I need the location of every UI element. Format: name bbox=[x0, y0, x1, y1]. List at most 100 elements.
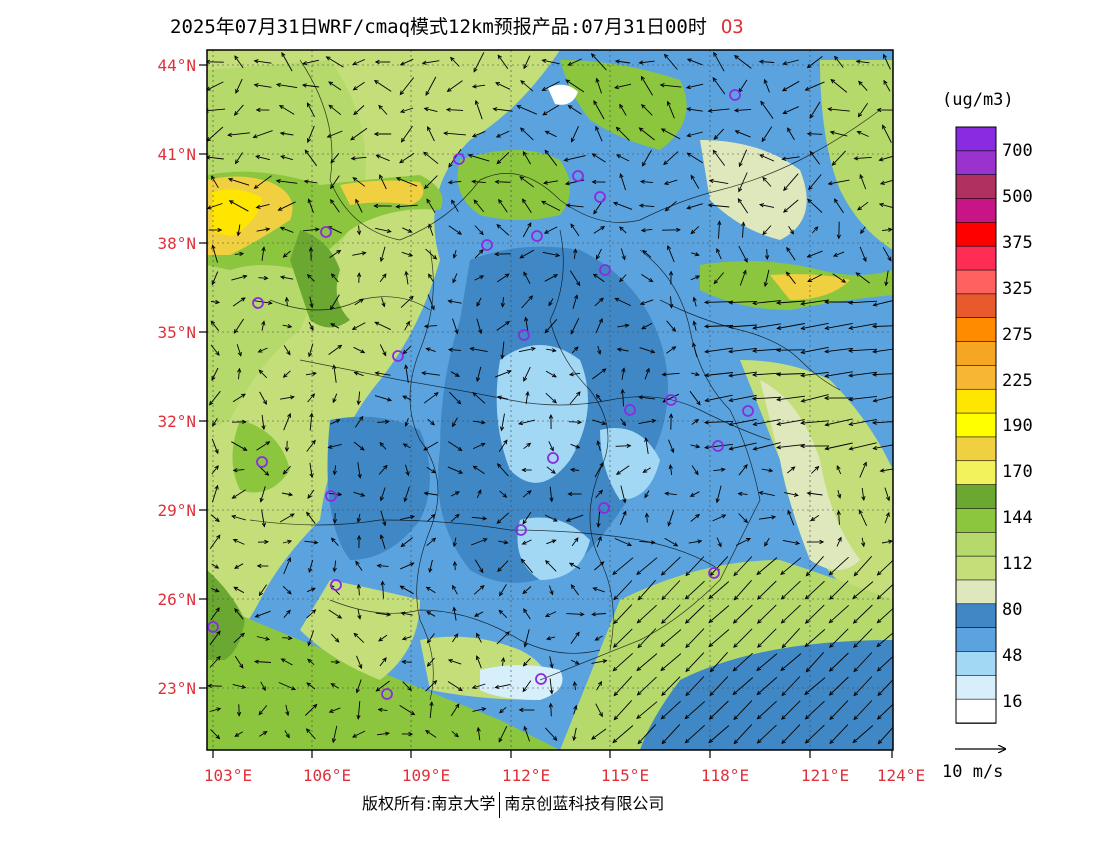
wind-arrow bbox=[545, 392, 557, 404]
wind-arrow bbox=[857, 201, 869, 211]
wind-arrow-head bbox=[395, 204, 401, 209]
wind-arrow-head bbox=[403, 497, 408, 503]
wind-arrow-head bbox=[598, 712, 603, 718]
wind-arrow-head bbox=[476, 726, 481, 732]
wind-arrow bbox=[498, 199, 508, 213]
wind-arrow bbox=[477, 727, 481, 741]
wind-arrow bbox=[614, 83, 632, 89]
wind-arrow-head bbox=[741, 221, 746, 227]
wind-arrow-head bbox=[302, 60, 308, 66]
wind-arrow-head bbox=[400, 137, 406, 143]
wind-arrow bbox=[427, 126, 435, 142]
wind-arrow bbox=[544, 514, 558, 522]
wind-arrow-head bbox=[356, 583, 361, 589]
wind-arrow-head bbox=[638, 127, 644, 132]
wind-arrow-head bbox=[827, 181, 833, 186]
wind-arrow-head bbox=[544, 328, 550, 334]
wind-arrow bbox=[882, 228, 892, 232]
wind-arrow-head bbox=[707, 108, 713, 113]
wind-arrow-head bbox=[253, 83, 259, 88]
wind-arrow bbox=[428, 273, 434, 283]
wind-arrow bbox=[309, 462, 313, 478]
wind-arrow bbox=[522, 222, 532, 238]
wind-arrow bbox=[646, 513, 648, 523]
wind-arrow bbox=[498, 726, 508, 742]
wind-arrow bbox=[752, 396, 782, 400]
wind-arrow bbox=[502, 297, 504, 307]
wind-arrow-head bbox=[258, 369, 264, 375]
wind-arrow-head bbox=[787, 127, 792, 133]
wind-arrow bbox=[378, 634, 388, 642]
wind-arrow bbox=[307, 658, 315, 666]
wind-arrow-head bbox=[743, 463, 748, 469]
wind-arrow-head bbox=[857, 112, 863, 118]
wind-arrow bbox=[807, 199, 823, 213]
wind-arrow bbox=[713, 128, 725, 140]
wind-arrow-head bbox=[548, 301, 553, 307]
wind-arrow-head bbox=[523, 64, 528, 70]
wind-arrow bbox=[571, 346, 579, 354]
wind-arrow-head bbox=[857, 206, 862, 211]
wind-arrow bbox=[737, 198, 749, 214]
wind-arrow bbox=[570, 223, 580, 237]
wind-arrow-head bbox=[695, 444, 701, 449]
wind-arrow-head bbox=[330, 273, 336, 278]
wind-arrow bbox=[468, 154, 490, 162]
wind-arrow-head bbox=[879, 468, 885, 473]
wind-arrow-head bbox=[257, 348, 263, 353]
wind-arrow bbox=[330, 175, 340, 189]
wind-arrow bbox=[639, 540, 655, 544]
wind-arrow-head bbox=[240, 297, 246, 302]
wind-arrow bbox=[233, 632, 245, 644]
wind-arrow-head bbox=[787, 509, 792, 515]
wind-arrow bbox=[550, 703, 552, 717]
wind-arrow-head bbox=[601, 420, 607, 426]
wind-arrow bbox=[738, 79, 748, 93]
wind-arrow-head bbox=[252, 134, 258, 139]
wind-arrow-head bbox=[521, 467, 527, 473]
wind-arrow-head bbox=[332, 364, 337, 370]
wind-arrow-head bbox=[806, 253, 812, 258]
wind-arrow-head bbox=[306, 102, 311, 108]
wind-arrow-head bbox=[473, 67, 478, 73]
wind-arrow-head bbox=[620, 388, 625, 394]
wind-arrow-head bbox=[264, 539, 270, 545]
wind-arrow-head bbox=[481, 707, 487, 712]
wind-arrow bbox=[738, 149, 748, 167]
wind-arrow bbox=[877, 607, 893, 624]
wind-arrow bbox=[859, 174, 867, 190]
wind-arrow bbox=[255, 155, 271, 161]
wind-arrow-head bbox=[242, 419, 247, 425]
wind-arrow bbox=[476, 366, 482, 382]
wind-arrow bbox=[708, 581, 730, 599]
wind-arrow-head bbox=[751, 372, 757, 377]
wind-arrow-head bbox=[806, 131, 812, 136]
wind-arrow-head bbox=[503, 540, 509, 545]
wind-arrow bbox=[303, 59, 319, 65]
wind-arrow bbox=[615, 60, 631, 64]
wind-arrow bbox=[591, 660, 607, 664]
wind-arrow bbox=[729, 371, 757, 377]
wind-arrow-head bbox=[425, 586, 431, 591]
lon-label-103: 103°E bbox=[203, 766, 253, 785]
wind-arrow-head bbox=[471, 684, 477, 690]
wind-arrow bbox=[378, 465, 388, 475]
wind-arrow-head bbox=[497, 54, 502, 60]
wind-arrow-head bbox=[214, 517, 220, 523]
wind-arrow bbox=[734, 55, 752, 69]
lat-label-26: 26°N bbox=[157, 590, 196, 609]
wind-arrow bbox=[753, 300, 781, 304]
wind-arrow-head bbox=[469, 346, 475, 352]
wind-arrow-head bbox=[668, 464, 673, 470]
wind-arrow bbox=[687, 108, 703, 112]
wind-arrow bbox=[807, 133, 823, 135]
wind-arrow bbox=[545, 130, 557, 138]
wind-arrow bbox=[804, 677, 826, 695]
wind-arrow bbox=[712, 150, 726, 166]
wind-arrow-head bbox=[309, 473, 314, 479]
wind-arrow bbox=[849, 395, 877, 401]
wind-arrow-head bbox=[727, 300, 733, 305]
wind-arrow bbox=[787, 510, 795, 526]
wind-arrow-head bbox=[692, 296, 697, 302]
legend-level: 170 bbox=[1002, 462, 1033, 482]
